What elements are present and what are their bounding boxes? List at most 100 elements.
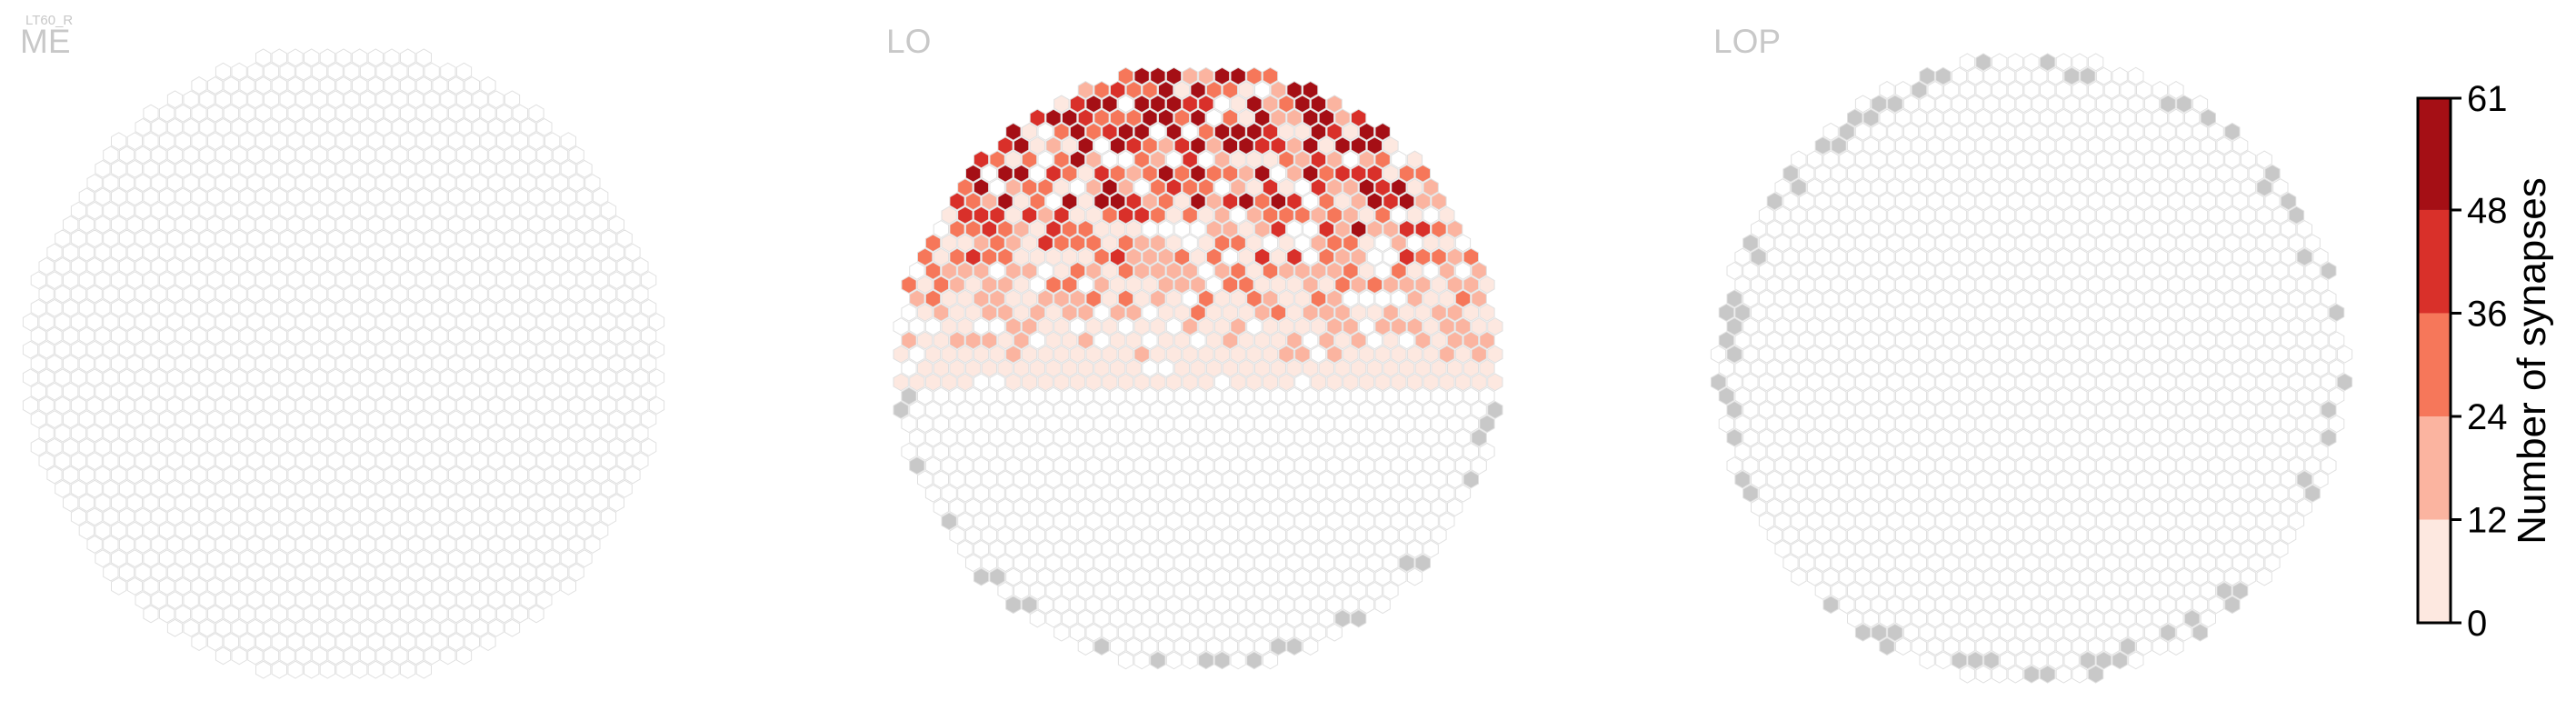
hex-cell	[400, 410, 416, 429]
hex-cell-no-data	[2040, 665, 2056, 684]
hex-cell	[135, 424, 151, 443]
hex-cell-synapses	[1406, 345, 1423, 364]
hex-cell-synapses	[1414, 303, 1431, 322]
hex-cell	[1742, 428, 1759, 447]
hex-cell	[2192, 234, 2209, 253]
hex-cell-synapses	[1117, 261, 1134, 280]
hex-cell	[279, 618, 295, 637]
hex-cell	[1774, 317, 1791, 336]
hex-cell	[183, 507, 199, 526]
hex-cell	[1366, 470, 1383, 489]
hex-cell	[1125, 470, 1142, 489]
hex-cell	[1158, 581, 1174, 600]
hex-cell-no-data	[2321, 428, 2337, 447]
hex-cell	[1814, 470, 1831, 489]
hex-cell	[327, 646, 344, 666]
hex-cell	[1085, 400, 1102, 419]
hex-cell	[55, 479, 71, 498]
hex-cell	[957, 512, 973, 531]
hex-cell	[1814, 220, 1831, 238]
hex-cell	[2007, 108, 2023, 127]
hex-cell-no-data	[1975, 53, 1992, 72]
hex-cell	[1839, 261, 1855, 280]
hex-cell	[1310, 428, 1327, 447]
hex-cell	[560, 159, 576, 178]
hex-cell-synapses	[1463, 359, 1479, 377]
hex-cell	[415, 298, 432, 317]
hex-cell	[584, 174, 601, 193]
hex-cell	[432, 549, 448, 568]
hex-cell	[924, 456, 942, 476]
hex-cell	[1358, 428, 1375, 447]
hex-cell	[520, 229, 536, 248]
hex-cell	[215, 591, 232, 610]
hex-cell	[1366, 386, 1383, 406]
hex-cell-synapses	[1270, 359, 1286, 377]
hex-cell-synapses	[1173, 81, 1190, 99]
hex-cell	[2216, 442, 2232, 461]
hex-cell-synapses	[1278, 289, 1294, 308]
hex-cell	[247, 62, 264, 81]
hex-cell	[1718, 359, 1734, 377]
hex-cell	[1799, 415, 1815, 434]
hex-cell	[2112, 567, 2128, 586]
hex-cell	[1959, 136, 1975, 155]
hex-cell	[118, 424, 135, 443]
hex-cell-synapses	[1077, 192, 1093, 211]
hex-cell	[1463, 386, 1479, 406]
hex-cell	[1799, 526, 1815, 545]
hex-cell-no-data	[1286, 637, 1303, 656]
hex-cell-synapses	[1487, 345, 1503, 364]
hex-cell	[327, 174, 344, 193]
hex-cell	[1959, 386, 1975, 406]
hex-cell	[63, 215, 79, 234]
hex-cell	[536, 313, 553, 332]
hex-cell-synapses	[1294, 289, 1311, 308]
hex-cell	[2184, 554, 2201, 573]
hex-cell	[2015, 373, 2032, 392]
hex-cell	[1366, 498, 1383, 516]
hex-cell	[46, 326, 63, 345]
hex-cell	[1854, 373, 1872, 392]
hex-cell	[1927, 581, 1943, 600]
hex-cell	[2007, 247, 2023, 266]
hex-cell-synapses	[1005, 317, 1022, 336]
hex-cell	[504, 452, 521, 471]
hex-cell-synapses	[1286, 81, 1303, 99]
hex-cell	[2264, 192, 2281, 211]
hex-cell	[2160, 456, 2176, 476]
hex-cell	[392, 368, 408, 387]
hex-cell	[2088, 470, 2104, 489]
hex-cell	[2256, 512, 2272, 531]
hex-cell	[424, 90, 440, 109]
hex-cell	[1959, 554, 1975, 573]
hex-cell	[520, 535, 536, 554]
hex-cell	[2176, 289, 2192, 308]
hex-cell	[1992, 415, 2008, 434]
hex-cell	[319, 159, 335, 178]
hex-cell	[2264, 526, 2281, 545]
hex-cell	[2136, 581, 2152, 600]
hex-cell	[151, 229, 167, 248]
hex-cell	[344, 201, 360, 220]
hex-cell-synapses	[1037, 205, 1053, 225]
hex-cell	[375, 507, 392, 526]
hex-cell	[111, 549, 127, 568]
hex-cell-synapses	[1085, 317, 1102, 336]
hex-cell	[400, 104, 416, 123]
hex-cell	[1734, 442, 1751, 461]
hex-cell	[2272, 234, 2289, 253]
hex-cell	[1093, 609, 1110, 628]
hex-cell	[593, 187, 609, 206]
hex-cell	[183, 563, 199, 582]
hex-cell	[1262, 456, 1279, 476]
hex-cell	[432, 355, 448, 373]
hex-cell	[552, 285, 569, 304]
hex-cell	[1943, 81, 1960, 99]
hex-cell	[2240, 205, 2257, 225]
hex-cell	[2232, 136, 2249, 155]
hex-cell-synapses	[1254, 192, 1271, 211]
hex-cell	[616, 479, 633, 498]
hex-cell	[1927, 275, 1943, 295]
hex-cell	[335, 410, 352, 429]
